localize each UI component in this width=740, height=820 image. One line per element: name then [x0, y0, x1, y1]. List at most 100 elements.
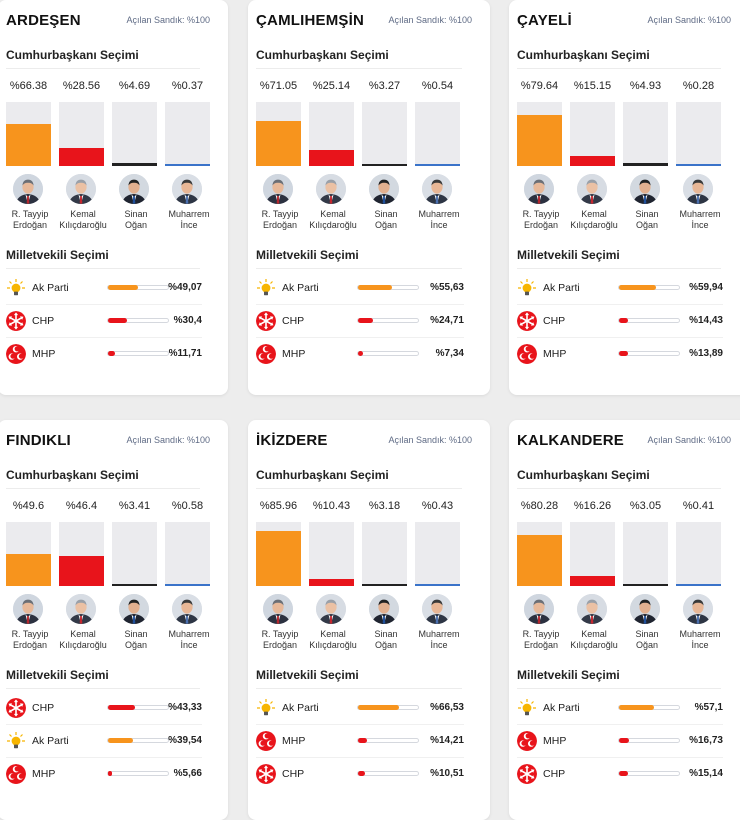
section-divider: [256, 68, 462, 69]
ince-avatar: [172, 174, 202, 204]
candidate-result-bar-fill: [676, 584, 721, 586]
candidate-name-line1: Sinan: [635, 629, 659, 639]
row-divider: [256, 304, 464, 305]
candidate-result-bar: [6, 102, 51, 166]
kilicdaroglu-avatar: [316, 594, 346, 624]
opened-ballot-status: Açılan Sandık: %100: [647, 15, 731, 25]
candidate-percent: %3.05: [629, 500, 662, 512]
section-divider: [517, 488, 721, 489]
candidate-result-bar: [517, 102, 562, 166]
candidate-percent: %0.41: [682, 500, 715, 512]
candidate-name-line1: Muharrem: [679, 209, 721, 219]
section-divider: [256, 688, 462, 689]
party-result-bar-fill: [619, 738, 629, 743]
district-title: ÇAMLIHEMŞİN: [256, 12, 365, 29]
candidate-name: Sinan Oğan: [108, 209, 164, 231]
ince-avatar: [422, 594, 452, 624]
candidate-name-line2: Kılıçdaroğlu: [570, 220, 618, 230]
akp-logo-icon: [6, 278, 26, 298]
mhp-logo-icon: [517, 731, 537, 751]
candidate-name-line2: İnce: [180, 640, 198, 650]
party-row: Ak Parti %59,94: [517, 272, 723, 304]
district-card: KALKANDERE Açılan Sandık: %100 Cumhurbaşka…: [509, 420, 740, 820]
district-title: FINDIKLI: [6, 432, 71, 449]
party-percent: %10,51: [430, 768, 464, 779]
candidate-name: Muharrem İnce: [411, 209, 467, 231]
candidate-name-line2: Erdoğan: [12, 640, 48, 650]
candidate-name-line1: Muharrem: [418, 209, 460, 219]
candidate-result-bar: [362, 102, 407, 166]
candidate-name: Kemal Kılıçdaroğlu: [566, 209, 622, 231]
candidate-result-bar: [415, 102, 460, 166]
parliament-section-title: Milletvekili Seçimi: [256, 668, 359, 682]
chp-logo-icon: [6, 698, 26, 718]
candidate-name-line1: Kemal: [320, 629, 346, 639]
candidate-name-line2: Kılıçdaroğlu: [570, 640, 618, 650]
party-name: CHP: [282, 315, 305, 327]
candidate-result-bar-fill: [112, 163, 157, 166]
party-result-bar-fill: [108, 285, 138, 290]
party-name: CHP: [32, 702, 55, 714]
party-result-bar: [618, 318, 680, 323]
party-percent: %55,63: [430, 282, 464, 293]
candidate-name: Muharrem İnce: [672, 209, 728, 231]
party-result-bar: [357, 285, 419, 290]
party-result-bar-fill: [358, 705, 399, 710]
party-percent: %7,34: [435, 348, 464, 359]
candidate-name: R. Tayyip Erdoğan: [513, 629, 569, 651]
party-result-bar-fill: [358, 318, 373, 323]
party-row: MHP %11,71: [6, 338, 202, 370]
candidate-percent: %25.14: [312, 80, 351, 92]
candidate-result-bar-fill: [415, 164, 460, 166]
candidate-name-line2: Kılıçdaroğlu: [309, 220, 357, 230]
candidate-name-line2: Kılıçdaroğlu: [59, 220, 107, 230]
candidate-result-bar-fill: [362, 164, 407, 166]
candidate-name: Sinan Oğan: [619, 209, 675, 231]
section-divider: [256, 268, 462, 269]
party-name: MHP: [282, 735, 306, 747]
candidate-name-line1: Muharrem: [418, 629, 460, 639]
candidate-name-line1: R. Tayyip: [522, 209, 560, 219]
section-divider: [6, 488, 200, 489]
party-name: MHP: [543, 348, 567, 360]
candidate-name: Kemal Kılıçdaroğlu: [55, 629, 111, 651]
ogan-avatar: [630, 174, 660, 204]
erdogan-avatar: [13, 594, 43, 624]
candidate-name-line2: Erdoğan: [523, 640, 559, 650]
party-result-bar-fill: [108, 771, 112, 776]
section-divider: [6, 268, 200, 269]
party-name: Ak Parti: [32, 735, 69, 747]
party-result-bar-fill: [619, 318, 628, 323]
party-name: Ak Parti: [543, 702, 580, 714]
candidate-result-bar-fill: [59, 556, 104, 586]
party-name: Ak Parti: [282, 282, 319, 294]
party-result-bar: [618, 705, 680, 710]
card-body: ÇAMLIHEMŞİN Açılan Sandık: %100 Cumhurbaşk…: [256, 0, 482, 395]
party-result-bar: [357, 705, 419, 710]
candidate-name-line1: R. Tayyip: [261, 209, 299, 219]
party-result-bar: [618, 351, 680, 356]
candidate-percent: %15.15: [573, 80, 612, 92]
candidate-result-bar: [676, 522, 721, 586]
mhp-logo-icon: [517, 344, 537, 364]
candidate-name-line2: Oğan: [374, 220, 398, 230]
kilicdaroglu-avatar: [66, 594, 96, 624]
candidate-name-line2: İnce: [691, 220, 709, 230]
candidate-name-line1: R. Tayyip: [522, 629, 560, 639]
mhp-logo-icon: [256, 731, 276, 751]
candidate-result-bar: [362, 522, 407, 586]
party-result-bar-fill: [108, 705, 135, 710]
candidate-result-bar: [570, 102, 615, 166]
row-divider: [517, 757, 723, 758]
party-result-bar: [107, 771, 169, 776]
row-divider: [517, 304, 723, 305]
candidate-result-bar: [570, 522, 615, 586]
candidate-name-line1: Kemal: [581, 209, 607, 219]
card-body: ÇAYELİ Açılan Sandık: %100 Cumhurbaşkanı S…: [517, 0, 740, 395]
candidate-result-bar: [256, 522, 301, 586]
akp-logo-icon: [256, 278, 276, 298]
candidate-result-bar: [112, 522, 157, 586]
party-row: Ak Parti %57,1: [517, 692, 723, 724]
party-name: CHP: [543, 768, 566, 780]
party-result-bar-fill: [619, 285, 656, 290]
